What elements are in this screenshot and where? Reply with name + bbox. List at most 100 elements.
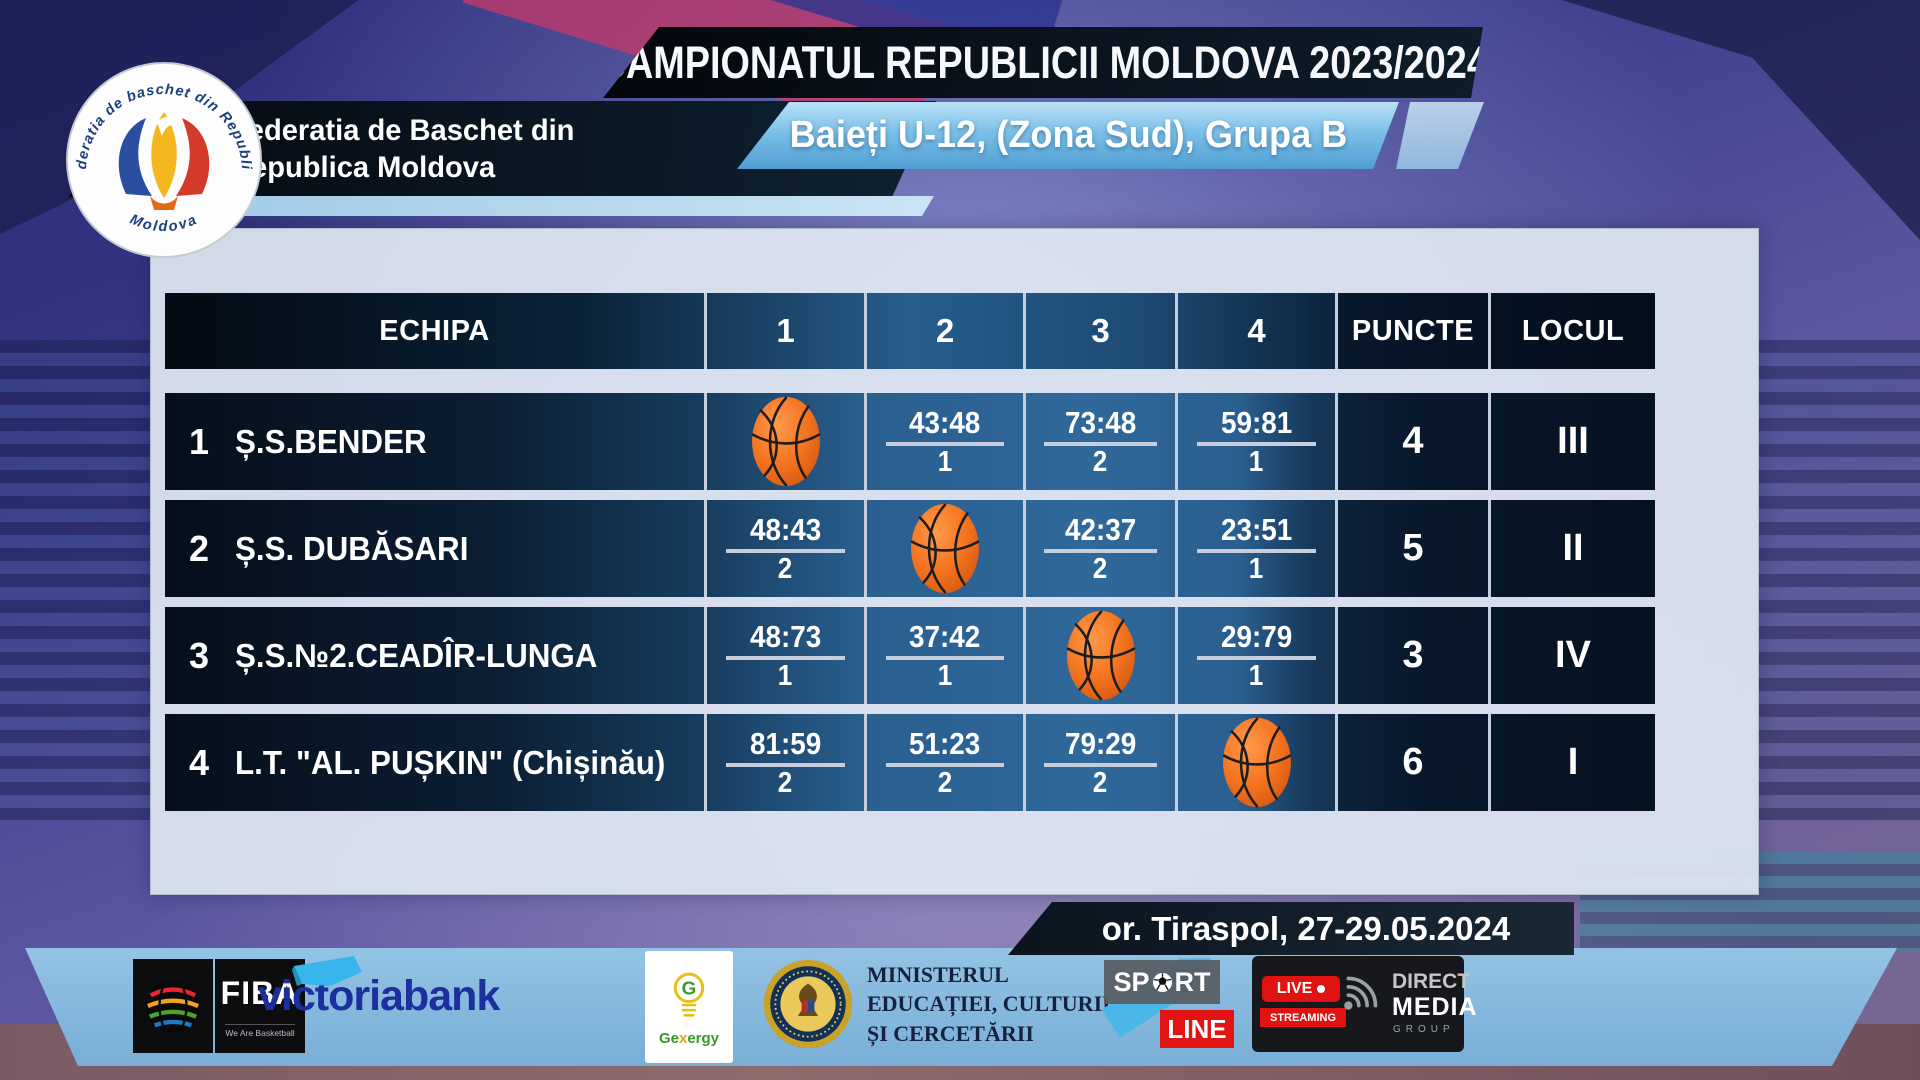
sponsor-band: FIBA We Are Basketball victoriabank G Ge… bbox=[25, 948, 1897, 1066]
score-divider bbox=[725, 548, 846, 553]
team-number: 1 bbox=[189, 420, 210, 462]
score-sub: 2 bbox=[1093, 766, 1108, 799]
score-value: 43:48 bbox=[909, 404, 981, 440]
team-number: 2 bbox=[189, 527, 210, 569]
score-divider bbox=[725, 762, 846, 767]
category-subtitle-band: Baieți U-12, (Zona Sud), Grupa B bbox=[737, 102, 1399, 169]
header-round-1: 1 bbox=[704, 293, 864, 369]
federation-name-line2: Republica Moldova bbox=[230, 151, 496, 184]
score-cell: 79:29 2 bbox=[1023, 714, 1175, 811]
federation-band-accent bbox=[222, 196, 934, 216]
sportline-logo: SP RT LINE bbox=[1098, 956, 1248, 1056]
fiba-globe-icon bbox=[133, 959, 213, 1053]
score-divider bbox=[1196, 655, 1317, 660]
score-divider bbox=[1043, 762, 1158, 767]
results-table: ECHIPA 1 2 3 4 PUNCTE LOCUL 1 Ș.S.BENDER… bbox=[165, 293, 1655, 811]
score-value: 59:81 bbox=[1220, 404, 1293, 440]
score-cell: 43:48 1 bbox=[864, 393, 1023, 490]
header-round-2: 2 bbox=[864, 293, 1023, 369]
federation-logo-emblem: Federatia de baschet din Republica Moldo… bbox=[59, 48, 262, 258]
header-puncte: PUNCTE bbox=[1335, 293, 1488, 369]
diagonal-cell bbox=[704, 393, 864, 490]
directmedia-direct: DIRECT bbox=[1392, 970, 1471, 993]
team-name: Ș.S.№2.CEADÎR-LUNGA bbox=[235, 636, 598, 674]
location-date: or. Tiraspol, 27-29.05.2024 bbox=[1101, 909, 1511, 947]
soccer-ball-icon bbox=[1152, 972, 1172, 992]
score-value: 81:59 bbox=[749, 725, 822, 761]
score-divider bbox=[1043, 441, 1158, 446]
score-cell: 59:81 1 bbox=[1175, 393, 1335, 490]
diagonal-cell bbox=[1175, 714, 1335, 811]
score-divider bbox=[1196, 548, 1317, 553]
score-divider bbox=[1196, 441, 1317, 446]
score-sub: 2 bbox=[1093, 445, 1108, 478]
championship-title: CAMPIONATUL REPUBLICII MOLDOVA 2023/2024 bbox=[598, 36, 1488, 88]
score-value: 48:73 bbox=[749, 618, 822, 654]
score-cell: 42:37 2 bbox=[1023, 500, 1175, 597]
federation-name-line1: Federatia de Baschet din bbox=[230, 113, 575, 147]
arena-seats-left bbox=[0, 340, 152, 820]
table-row: 3 Ș.S.№2.CEADÎR-LUNGA 48:73 1 37:42 1 29… bbox=[165, 607, 1655, 704]
score-sub: 2 bbox=[778, 766, 793, 799]
score-value: 79:29 bbox=[1064, 725, 1137, 761]
victoriabank-flag-icon bbox=[292, 956, 362, 986]
score-value: 48:43 bbox=[749, 511, 822, 547]
locul-cell: III bbox=[1488, 393, 1655, 490]
svg-text:G: G bbox=[682, 977, 697, 998]
live-dot-icon bbox=[1317, 985, 1326, 993]
score-divider bbox=[725, 655, 846, 660]
team-cell: 1 Ș.S.BENDER bbox=[165, 393, 704, 490]
score-value: 42:37 bbox=[1064, 511, 1137, 547]
header-locul: LOCUL bbox=[1488, 293, 1655, 369]
score-cell: 48:43 2 bbox=[704, 500, 864, 597]
location-date-band: or. Tiraspol, 27-29.05.2024 bbox=[1008, 902, 1574, 955]
table-row: 1 Ș.S.BENDER 43:48 1 73:48 2 59:81 1 4 bbox=[165, 393, 1655, 490]
live-badge: LIVE bbox=[1262, 976, 1340, 1002]
team-cell: 4 L.T. "AL. PUȘKIN" (Chișinău) bbox=[165, 714, 704, 811]
score-value: 51:23 bbox=[909, 725, 981, 761]
score-divider bbox=[885, 762, 1005, 767]
puncte-cell: 6 bbox=[1335, 714, 1488, 811]
team-cell: 3 Ș.S.№2.CEADÎR-LUNGA bbox=[165, 607, 704, 704]
federation-name: Federatia de Baschet din Republica Moldo… bbox=[230, 112, 574, 187]
broadcast-waves-icon bbox=[1344, 976, 1378, 1010]
sportline-sport-box: SP RT bbox=[1104, 960, 1220, 1004]
score-sub: 1 bbox=[1249, 659, 1264, 692]
basketball-icon bbox=[906, 501, 984, 596]
table-row: 2 Ș.S. DUBĂSARI 48:43 2 42:37 2 23:51 1 bbox=[165, 500, 1655, 597]
ministry-name: MINISTERUL EDUCAȚIEI, CULTURII ȘI CERCET… bbox=[867, 962, 1111, 1046]
arena-seats-right bbox=[1755, 340, 1920, 820]
directmedia-group: GROUP bbox=[1393, 1024, 1455, 1035]
fiba-wordmark: FIBA We Are Basketball bbox=[215, 959, 305, 1053]
score-divider bbox=[1043, 548, 1158, 553]
score-cell: 51:23 2 bbox=[864, 714, 1023, 811]
team-number: 3 bbox=[189, 634, 210, 676]
score-sub: 2 bbox=[778, 552, 793, 585]
score-divider bbox=[885, 441, 1005, 446]
gexergy-logo: G Gexergy bbox=[645, 951, 733, 1063]
team-name: Ș.S.BENDER bbox=[235, 422, 427, 460]
score-sub: 2 bbox=[1093, 552, 1108, 585]
fiba-logo: FIBA We Are Basketball bbox=[133, 959, 305, 1053]
category-subtitle: Baieți U-12, (Zona Sud), Grupa B bbox=[789, 114, 1347, 156]
puncte-cell: 3 bbox=[1335, 607, 1488, 704]
team-number: 4 bbox=[189, 741, 210, 783]
header-echipa: ECHIPA bbox=[379, 314, 490, 347]
score-cell: 37:42 1 bbox=[864, 607, 1023, 704]
federation-logo: Federatia de baschet din Republica Moldo… bbox=[59, 48, 264, 260]
score-sub: 2 bbox=[937, 766, 953, 799]
directmedia-logo: LIVE STREAMING DIRECT MEDIA GROUP bbox=[1252, 956, 1477, 1052]
streaming-badge: STREAMING bbox=[1260, 1008, 1346, 1027]
directmedia-media: MEDIA bbox=[1392, 993, 1478, 1021]
locul-cell: IV bbox=[1488, 607, 1655, 704]
puncte-cell: 4 bbox=[1335, 393, 1488, 490]
header-round-4: 4 bbox=[1175, 293, 1335, 369]
score-value: 29:79 bbox=[1220, 618, 1293, 654]
score-value: 23:51 bbox=[1220, 511, 1293, 547]
score-sub: 1 bbox=[937, 445, 953, 478]
basketball-icon bbox=[1062, 608, 1140, 703]
score-sub: 1 bbox=[1249, 552, 1264, 585]
score-cell: 48:73 1 bbox=[704, 607, 864, 704]
championship-title-band: CAMPIONATUL REPUBLICII MOLDOVA 2023/2024 bbox=[603, 27, 1483, 98]
